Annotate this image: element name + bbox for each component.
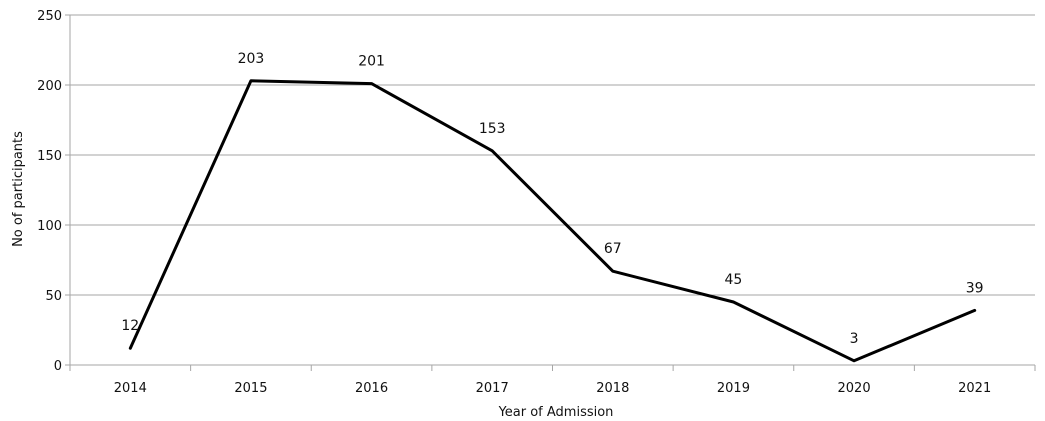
y-axis-ticks: 0 50 100 150 200 250	[37, 9, 70, 374]
x-tick-label: 2014	[114, 381, 147, 396]
x-axis-title: Year of Admission	[498, 405, 614, 420]
series	[128, 79, 977, 363]
data-label: 153	[479, 121, 506, 137]
y-tick-label: 100	[37, 219, 62, 234]
y-tick-label: 250	[37, 9, 62, 24]
data-label: 12	[121, 318, 139, 334]
series-line	[128, 79, 977, 363]
x-tick-label: 2017	[476, 381, 509, 396]
x-tick-label: 2019	[717, 381, 750, 396]
y-tick-label: 0	[54, 359, 62, 374]
x-tick-label: 2015	[234, 381, 267, 396]
data-label: 203	[238, 51, 265, 67]
y-tick-label: 150	[37, 149, 62, 164]
x-tick-label: 2018	[596, 381, 629, 396]
data-label: 45	[725, 272, 743, 288]
x-tick-label: 2016	[355, 381, 388, 396]
x-axis-ticks: 2014 2015 2016 2017 2018 2019 2020 2021	[69, 365, 1036, 396]
data-label: 39	[966, 280, 984, 296]
y-tick-label: 200	[37, 79, 62, 94]
gridlines	[70, 14, 1035, 296]
x-tick-label: 2021	[958, 381, 991, 396]
data-label: 201	[358, 54, 385, 70]
axes	[69, 15, 1035, 366]
data-labels: 12 203 201 153 67 45 3 39	[121, 51, 983, 347]
y-tick-label: 50	[45, 289, 62, 304]
y-axis-title: No of participants	[11, 131, 26, 247]
x-tick-label: 2020	[838, 381, 871, 396]
data-label: 3	[850, 331, 859, 347]
data-label: 67	[604, 241, 622, 257]
